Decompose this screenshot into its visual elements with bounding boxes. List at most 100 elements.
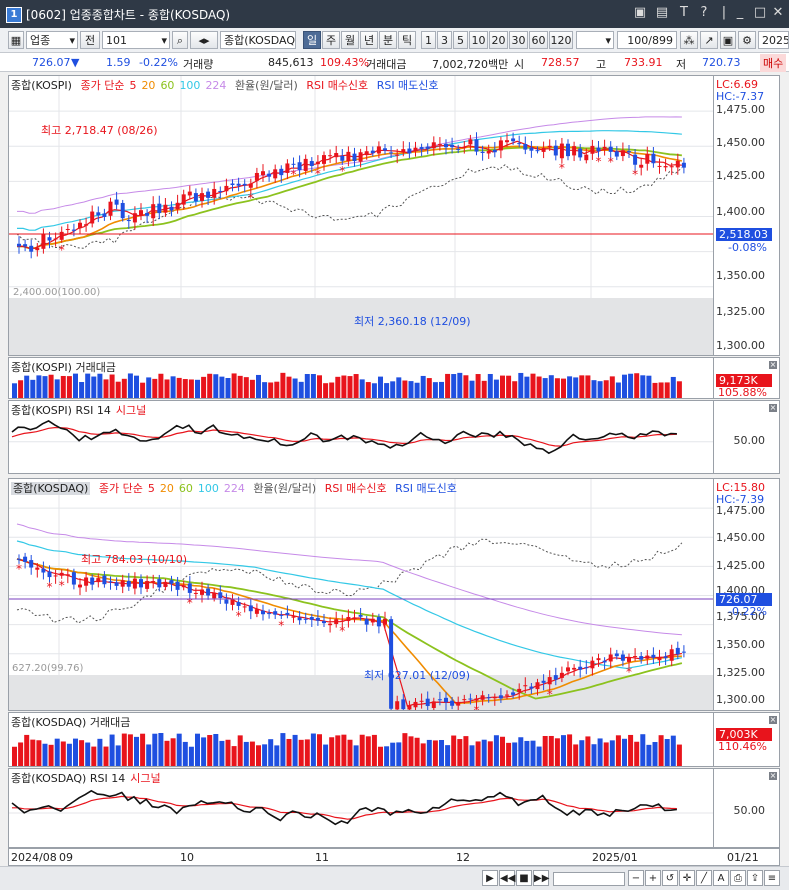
candle-body xyxy=(401,149,406,153)
help-icon[interactable]: ? xyxy=(700,5,708,20)
kosdaq-amount-bars xyxy=(12,733,682,766)
close-icon[interactable]: × xyxy=(769,715,777,724)
amount-bar xyxy=(66,376,72,398)
interval-5-button[interactable]: 5 xyxy=(453,31,468,49)
current-price-box: 726.07 xyxy=(716,593,772,606)
amount-bar xyxy=(195,733,200,766)
market-select[interactable]: 업종 ▾ xyxy=(26,31,78,49)
kospi-price-panel[interactable]: * * * * * * * * * 종합(KOSPI) 종가 단순 5 20 60 100 224 환율(… xyxy=(8,75,714,356)
draw-line-icon[interactable]: ╱ xyxy=(696,870,712,886)
date-input[interactable]: 2025 xyxy=(758,31,789,49)
kosdaq-left-scale: 627.20(99.76) xyxy=(12,663,84,674)
amount-bar xyxy=(591,380,597,398)
rewind-icon[interactable]: ◀◀ xyxy=(499,870,515,886)
stop-icon[interactable]: ■ xyxy=(516,870,532,886)
amount-bar xyxy=(213,374,219,398)
interval-20-button[interactable]: 20 xyxy=(489,31,508,49)
zoom-out-icon[interactable]: − xyxy=(628,870,644,886)
candle-body xyxy=(584,154,589,161)
indicator-icon[interactable]: ⁂ xyxy=(680,31,698,49)
amount-bar xyxy=(60,741,66,766)
pin-icon[interactable]: T xyxy=(680,5,688,20)
amount-bar xyxy=(249,741,255,766)
search-icon[interactable]: ⌕ xyxy=(172,31,188,49)
prev-next-button[interactable]: ◂▸ xyxy=(190,31,218,49)
amount-bar xyxy=(628,373,634,398)
interval-10-button[interactable]: 10 xyxy=(469,31,488,49)
kospi-amount-scale: × 9,173K 105.88% xyxy=(714,357,780,399)
candle-body xyxy=(200,589,204,595)
interval-1-button[interactable]: 1 xyxy=(421,31,436,49)
play-icon[interactable]: ▶ xyxy=(482,870,498,886)
candle-body xyxy=(614,653,619,657)
kosdaq-rsi-panel[interactable]: 종합(KOSDAQ) RSI 14 시그널 xyxy=(8,768,714,848)
period-month-button[interactable]: 월 xyxy=(341,31,359,49)
link-icon[interactable]: ▤ xyxy=(655,5,669,20)
rsi-buy-marker: * xyxy=(59,579,65,593)
amount-bar xyxy=(646,744,652,766)
reset-icon[interactable]: ↺ xyxy=(662,870,678,886)
kosdaq-high-annotation: 최고 784.03 (10/10) xyxy=(81,553,188,566)
count-input[interactable]: 100/899 xyxy=(617,31,677,49)
candle-body xyxy=(681,651,686,653)
interval-select[interactable]: ▾ xyxy=(576,31,614,49)
code-input[interactable]: 101 ▾ xyxy=(102,31,170,49)
export-icon[interactable]: ⇪ xyxy=(747,870,763,886)
candle-body xyxy=(102,213,107,218)
print-icon[interactable]: ⎙ xyxy=(730,870,746,886)
candle-body xyxy=(151,581,156,583)
screen-icon[interactable]: ▣ xyxy=(633,5,647,20)
close-icon[interactable]: ✕ xyxy=(772,5,784,20)
period-day-button[interactable]: 일 xyxy=(303,31,321,49)
buy-button[interactable]: 매수 xyxy=(760,54,787,72)
prefix-button[interactable]: 전 xyxy=(80,31,100,49)
close-icon[interactable]: × xyxy=(769,771,777,780)
amount-bar xyxy=(292,734,298,766)
chart-navigation-bar: ▶ ◀◀ ■ ▶▶ − + ↺ ✛ ╱ A ⎙ ⇪ ≡ xyxy=(0,866,789,890)
kospi-rsi-panel[interactable]: 종합(KOSPI) RSI 14 시그널 xyxy=(8,400,714,474)
candle-body xyxy=(419,147,424,149)
tick: 1,300.00 xyxy=(716,339,765,352)
table-icon[interactable]: ▦ xyxy=(8,31,24,49)
amount-bar xyxy=(676,381,682,398)
amount-bar xyxy=(451,735,457,766)
amount-bar xyxy=(170,738,176,766)
candle-body xyxy=(627,657,631,662)
settings-icon[interactable]: ⚙ xyxy=(738,31,756,49)
trend-icon[interactable]: ↗ xyxy=(700,31,718,49)
close-icon[interactable]: × xyxy=(769,403,777,412)
candle-body xyxy=(291,616,296,618)
zoom-in-icon[interactable]: + xyxy=(645,870,661,886)
amount-bar xyxy=(603,380,609,398)
period-minute-button[interactable]: 분 xyxy=(379,31,397,49)
close-icon[interactable]: × xyxy=(769,360,777,369)
kospi-left-scale: 2,400.00(100.00) xyxy=(13,287,101,298)
maximize-icon[interactable]: □ xyxy=(753,5,767,20)
period-year-button[interactable]: 년 xyxy=(360,31,378,49)
candle-body xyxy=(309,161,314,166)
menu-icon[interactable]: ≡ xyxy=(764,870,780,886)
crosshair-icon[interactable]: ✛ xyxy=(679,870,695,886)
kospi-amount-panel[interactable]: 종합(KOSPI) 거래대금 xyxy=(8,357,714,399)
kosdaq-price-panel[interactable]: * * * * * * * * * * 종합(KOSDAQ) 종가 단순 5 20 60 100 224 환… xyxy=(8,478,714,711)
forward-icon[interactable]: ▶▶ xyxy=(533,870,549,886)
interval-3-button[interactable]: 3 xyxy=(437,31,452,49)
candle-body xyxy=(602,660,607,663)
candle-body xyxy=(444,697,448,703)
amount-bar xyxy=(609,376,615,398)
amount-bar xyxy=(432,740,438,766)
save-icon[interactable]: ▣ xyxy=(720,31,736,49)
interval-30-button[interactable]: 30 xyxy=(509,31,528,49)
interval-120-button[interactable]: 120 xyxy=(549,31,573,49)
interval-60-button[interactable]: 60 xyxy=(529,31,548,49)
zoom-slider[interactable] xyxy=(553,872,625,886)
kosdaq-amount-panel[interactable]: 종합(KOSDAQ) 거래대금 xyxy=(8,712,714,767)
rsi-buy-marker: * xyxy=(187,596,193,610)
candle-body xyxy=(572,146,577,156)
candle-body xyxy=(17,243,21,247)
period-week-button[interactable]: 주 xyxy=(322,31,340,49)
period-tick-button[interactable]: 틱 xyxy=(398,31,416,49)
text-tool-icon[interactable]: A xyxy=(713,870,729,886)
minimize-icon[interactable]: _ xyxy=(736,5,744,20)
amount-bar xyxy=(378,746,383,766)
